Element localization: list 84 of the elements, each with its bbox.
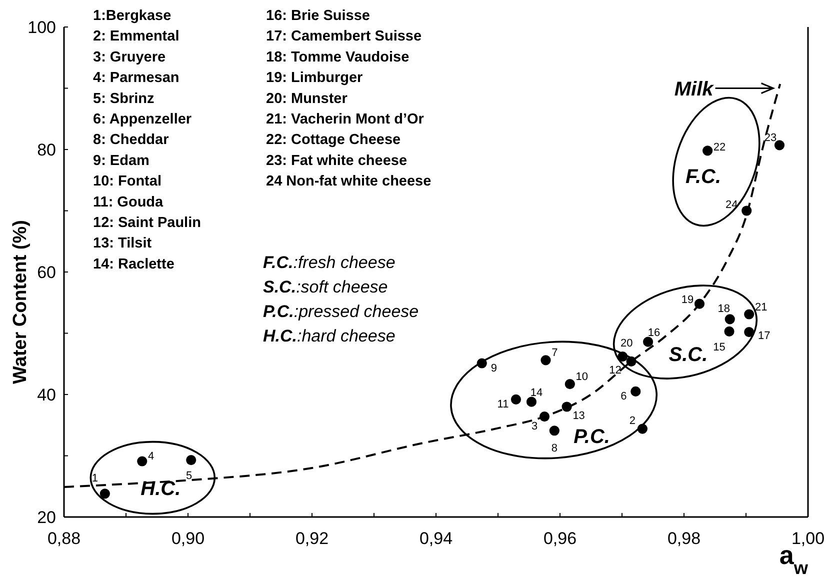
point — [637, 424, 648, 434]
annotation: 3 — [531, 420, 538, 433]
x-tick-label: 0,90 — [171, 529, 205, 548]
annotation: H.C.:hard cheese — [263, 326, 396, 346]
annotation: 5: Sbrinz — [93, 90, 154, 107]
point — [186, 455, 196, 466]
annotation: 19: Limburger — [266, 70, 364, 86]
point — [510, 394, 522, 404]
annotation: 1 — [92, 472, 98, 485]
point — [744, 309, 754, 320]
annotation: F.C. — [685, 166, 722, 188]
y-tick-label: 100 — [28, 18, 56, 37]
annotation: 6 — [620, 390, 627, 402]
x-tick-label: 0,98 — [667, 529, 701, 548]
point — [744, 326, 754, 338]
annotation: 9 — [490, 362, 497, 374]
annotation: 8 — [551, 442, 558, 455]
annotation: 13 — [572, 410, 585, 422]
annotation: 24 Non-fat white cheese — [266, 174, 432, 190]
text: 16: Brie Suisse — [266, 8, 370, 24]
x-tick-label: 0,96 — [543, 529, 577, 548]
annotation: 14 — [530, 386, 543, 399]
annotation: 4: Parmesan — [93, 70, 180, 86]
point — [724, 326, 734, 336]
x-tick-label: 0,92 — [295, 529, 329, 548]
annotation: 19 — [681, 294, 694, 306]
x-tick-label: 0,94 — [419, 529, 453, 548]
point — [642, 336, 654, 347]
y-tick-label: 60 — [37, 263, 56, 282]
annotation: 15 — [713, 341, 726, 354]
x-tick-label: 0,88 — [47, 529, 81, 548]
annotation: 23 — [764, 132, 777, 144]
point — [702, 146, 713, 156]
annotation: 11: Gouda — [93, 194, 164, 210]
annotation: 3: Gruyere — [93, 49, 166, 66]
annotation: 22 — [713, 142, 726, 154]
annotation: 7 — [552, 347, 558, 360]
annotation: 9: Edam — [93, 152, 150, 169]
point — [526, 396, 537, 407]
point — [540, 355, 551, 366]
annotation: 21: Vacherin Mont d’Or — [266, 112, 424, 128]
annotation: 21 — [754, 301, 768, 314]
annotation: Milk — [674, 78, 714, 100]
annotation: F.C.:fresh cheese — [263, 253, 396, 272]
y-tick-label: 20 — [37, 508, 56, 527]
annotation: 20 — [620, 338, 633, 350]
point — [630, 386, 641, 396]
y-axis-title: Water Content (%) — [10, 220, 31, 384]
annotation: 16 — [648, 326, 660, 339]
point — [774, 140, 785, 150]
annotation: 13: Tilsit — [93, 236, 152, 252]
annotation: 5 — [186, 470, 192, 482]
annotation: 11 — [497, 398, 509, 410]
annotation: 2: Emmental — [93, 28, 180, 45]
annotation: S.C.:soft cheese — [263, 278, 388, 296]
annotation: 18: Tomme Vaudoise — [266, 49, 410, 66]
y-tick-label: 40 — [37, 386, 56, 404]
annotation: 14: Raclette — [93, 256, 174, 272]
y-tick-label: 80 — [37, 140, 56, 160]
annotation: 6: Appenzeller — [93, 112, 192, 128]
point — [476, 358, 487, 368]
annotation: 18 — [718, 303, 730, 316]
point — [100, 488, 110, 499]
annotation: 20: Munster — [266, 90, 348, 107]
annotation: S.C. — [668, 344, 708, 366]
annotation: 17 — [758, 330, 770, 342]
point — [549, 426, 560, 436]
annotation: 10: Fontal — [93, 174, 162, 190]
annotation: 8: Cheddar — [93, 132, 170, 148]
annotation: 23: Fat white cheese — [266, 152, 408, 169]
annotation: 12: Saint Paulin — [93, 215, 201, 231]
annotation: P.C.:pressed cheese — [263, 302, 419, 321]
annotation: 2 — [629, 414, 636, 427]
point — [564, 379, 575, 390]
annotation: 10 — [576, 371, 588, 384]
point — [618, 351, 628, 362]
annotation: 22: Cottage Cheese — [266, 132, 401, 148]
annotation: 4 — [148, 450, 154, 462]
point — [724, 314, 735, 324]
annotation: 17: Camembert Suisse — [266, 28, 422, 45]
text: 1:Bergkase — [93, 8, 172, 24]
annotation: 12 — [609, 364, 622, 376]
annotation: P.C. — [574, 426, 610, 448]
point — [137, 456, 148, 466]
